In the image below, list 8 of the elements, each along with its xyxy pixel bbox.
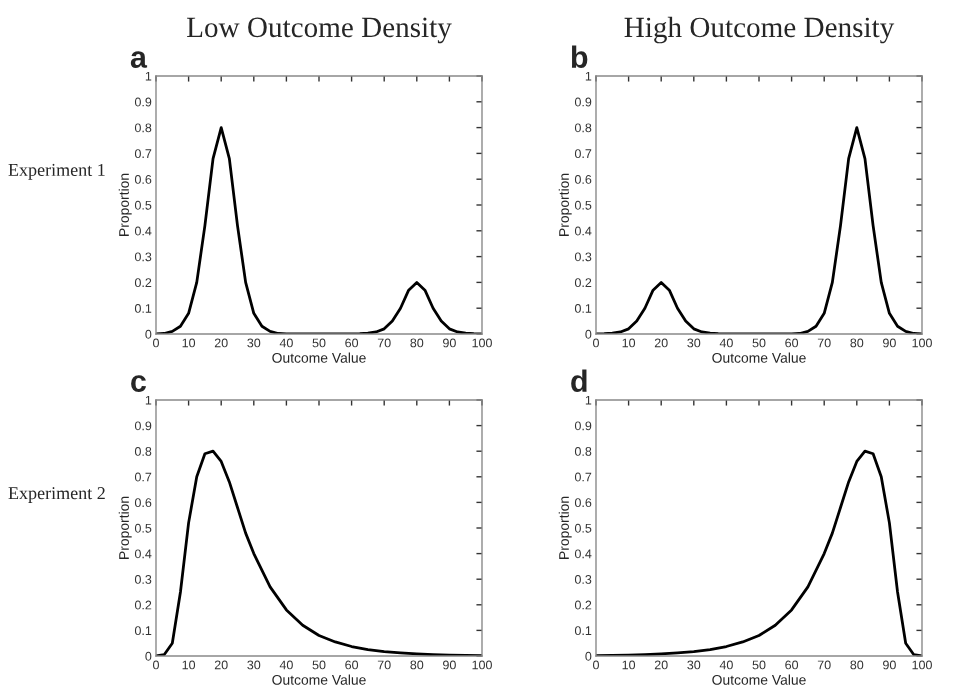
chart-title: c — [131, 375, 147, 392]
chart-title: a — [130, 51, 148, 68]
text: Experiment 2 — [8, 487, 105, 503]
text: High Outcome Density — [624, 16, 895, 44]
chart-title: d — [571, 369, 587, 392]
chart-title: b — [571, 45, 588, 68]
text: Experiment 1 — [8, 163, 105, 180]
text: Low Outcome Density — [186, 17, 452, 44]
